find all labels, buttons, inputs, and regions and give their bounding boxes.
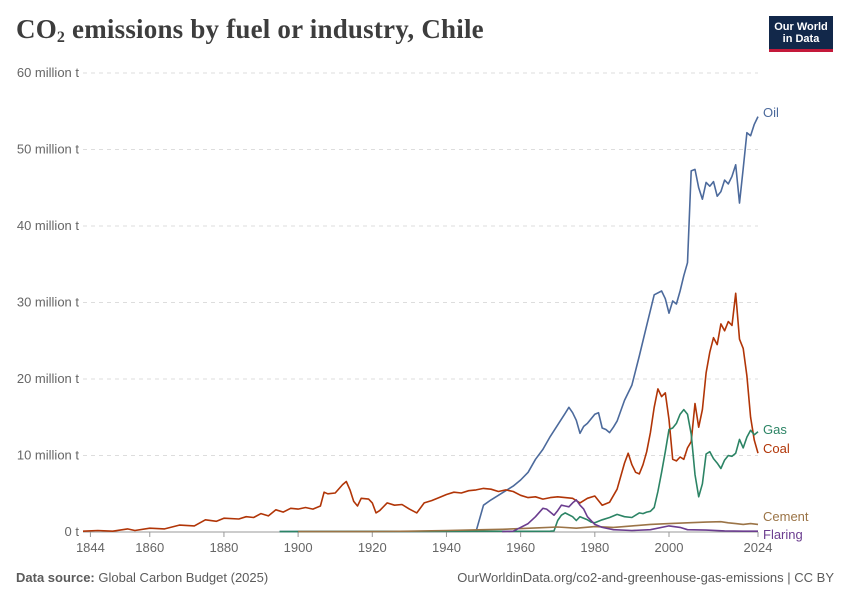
logo-line-1: Our World (774, 20, 828, 33)
series-labels: Oil Coal Gas Cement Flaring (763, 105, 809, 542)
series-label-oil[interactable]: Oil (763, 105, 779, 120)
source-value: Global Carbon Budget (2025) (94, 570, 269, 585)
series-line-gas[interactable] (279, 408, 759, 533)
series-line-coal[interactable] (82, 292, 759, 532)
x-tick-label: 1900 (284, 540, 313, 555)
series-lines (82, 116, 759, 533)
y-tick-label: 20 million t (17, 371, 80, 386)
footer-source: Data source: Global Carbon Budget (2025) (16, 570, 268, 585)
x-axis-ticks: 1844 1860 1880 1900 1920 1940 1960 1980 2000 2024 (76, 532, 773, 555)
source-label: Data source: (16, 570, 95, 585)
x-tick-label: 1940 (432, 540, 461, 555)
y-tick-label: 30 million t (17, 295, 80, 310)
series-label-gas[interactable]: Gas (763, 422, 787, 437)
title-subscript: 2 (56, 29, 66, 46)
owid-logo[interactable]: Our World in Data (769, 16, 833, 52)
chart-title: CO2 emissions by fuel or industry, Chile (16, 14, 484, 47)
x-tick-label: 2024 (744, 540, 773, 555)
x-tick-label: 1880 (209, 540, 238, 555)
logo-line-2: in Data (782, 32, 820, 45)
footer-url-text[interactable]: OurWorldinData.org/co2-and-greenhouse-ga… (457, 570, 834, 585)
y-tick-label: 10 million t (17, 448, 80, 463)
y-axis-ticks: 0 t 10 million t 20 million t 30 million t 4… (17, 65, 80, 539)
x-tick-label: 1960 (506, 540, 535, 555)
x-tick-label: 1920 (358, 540, 387, 555)
x-tick-label: 1860 (135, 540, 164, 555)
series-line-cement[interactable] (298, 520, 759, 533)
x-tick-label: 1844 (76, 540, 105, 555)
series-label-cement[interactable]: Cement (763, 509, 809, 524)
y-tick-label: 40 million t (17, 218, 80, 233)
y-tick-label: 50 million t (17, 142, 80, 157)
gridlines (83, 72, 758, 533)
series-line-oil[interactable] (279, 116, 759, 533)
y-tick-label: 60 million t (17, 65, 80, 80)
y-tick-label: 0 t (65, 524, 80, 539)
x-tick-label: 2000 (655, 540, 684, 555)
title-main: CO (16, 14, 57, 44)
series-label-coal[interactable]: Coal (763, 441, 790, 456)
footer-url[interactable]: OurWorldinData.org/co2-and-greenhouse-ga… (457, 570, 834, 585)
title-rest: emissions by fuel or industry, Chile (65, 14, 484, 44)
series-line-flaring[interactable] (502, 499, 758, 533)
series-label-flaring[interactable]: Flaring (763, 527, 803, 542)
x-tick-label: 1980 (580, 540, 609, 555)
